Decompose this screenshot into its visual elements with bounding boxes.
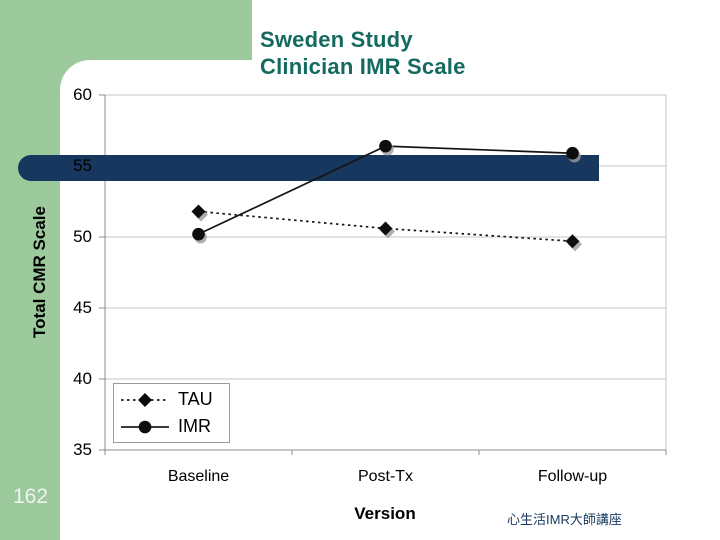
- legend-item-tau: TAU: [118, 387, 225, 413]
- legend-label-imr: IMR: [178, 416, 211, 436]
- footer-text: 心生活IMR大師講座: [507, 512, 622, 527]
- page-number: 162: [13, 485, 49, 508]
- navy-banner: [18, 155, 599, 181]
- tau-marker-icon: [121, 392, 169, 407]
- chart-legend: TAU IMR: [113, 383, 230, 443]
- slide-title-line1: Sweden Study: [260, 27, 413, 52]
- content-area: [60, 60, 720, 540]
- slide-title-line2: Clinician IMR Scale: [260, 54, 466, 79]
- slide-title: Sweden Study Clinician IMR Scale: [260, 26, 466, 80]
- x-axis-title: Version: [354, 504, 416, 523]
- green-sidebar: [0, 0, 60, 540]
- legend-label-tau: TAU: [178, 389, 213, 409]
- legend-item-imr: IMR: [118, 414, 225, 440]
- imr-marker-icon: [121, 420, 169, 433]
